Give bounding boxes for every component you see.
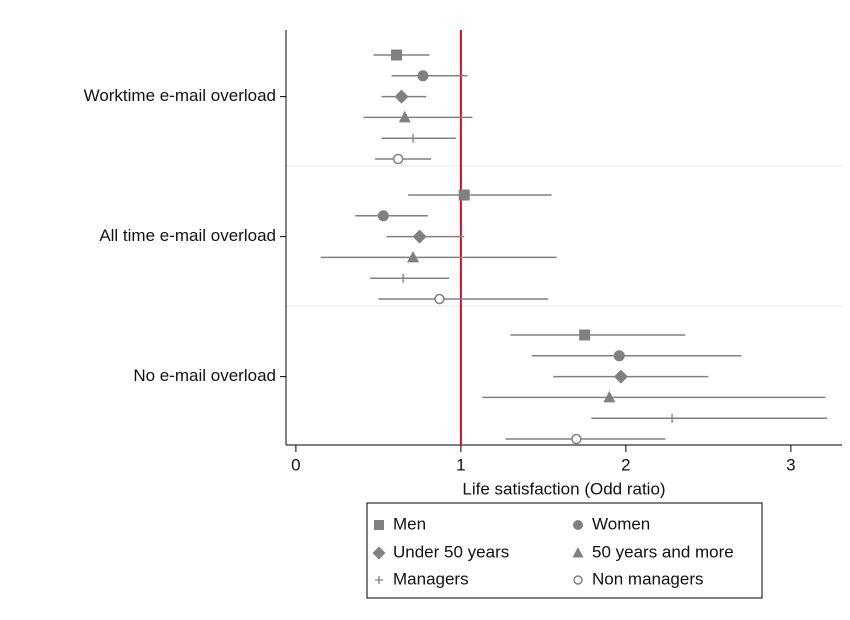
legend-label: Non managers (592, 569, 704, 588)
marker-plus (408, 133, 418, 143)
marker-plus (667, 413, 677, 423)
legend-label: Men (393, 514, 426, 533)
y-tick-label: Worktime e-mail overload (84, 86, 276, 105)
marker-square (374, 520, 384, 530)
marker-hollow-circle (434, 293, 445, 305)
x-tick-label: 2 (621, 455, 630, 474)
marker-hollow-circle (573, 575, 583, 585)
marker-circle (417, 70, 429, 82)
marker-square (579, 329, 591, 341)
marker-circle (573, 520, 583, 530)
marker-triangle (407, 250, 420, 263)
y-tick-label: No e-mail overload (133, 366, 276, 385)
legend-label: Women (592, 514, 650, 533)
marker-square (391, 49, 403, 61)
legend-box (366, 502, 763, 599)
marker-square (458, 189, 470, 201)
marker-plus (375, 576, 383, 584)
marker-circle (377, 210, 389, 222)
y-tick-label: All time e-mail overload (99, 226, 276, 245)
marker-triangle (572, 547, 584, 558)
legend-label: 50 years and more (592, 542, 734, 561)
x-tick-label: 0 (291, 455, 300, 474)
marker-hollow-circle (392, 153, 404, 165)
x-tick-label: 1 (456, 455, 465, 474)
marker-plus (398, 273, 408, 283)
marker-circle (613, 350, 625, 362)
marker-triangle (398, 110, 411, 123)
marker-diamond (613, 369, 628, 384)
marker-triangle (603, 390, 616, 403)
legend-label: Managers (393, 569, 469, 588)
marker-hollow-circle (571, 433, 582, 445)
marker-diamond (412, 229, 427, 244)
x-tick-label: 3 (786, 455, 795, 474)
marker-diamond (394, 89, 409, 104)
marker-diamond (372, 546, 386, 560)
x-axis-title: Life satisfaction (Odd ratio) (462, 479, 665, 498)
legend-label: Under 50 years (393, 542, 509, 561)
